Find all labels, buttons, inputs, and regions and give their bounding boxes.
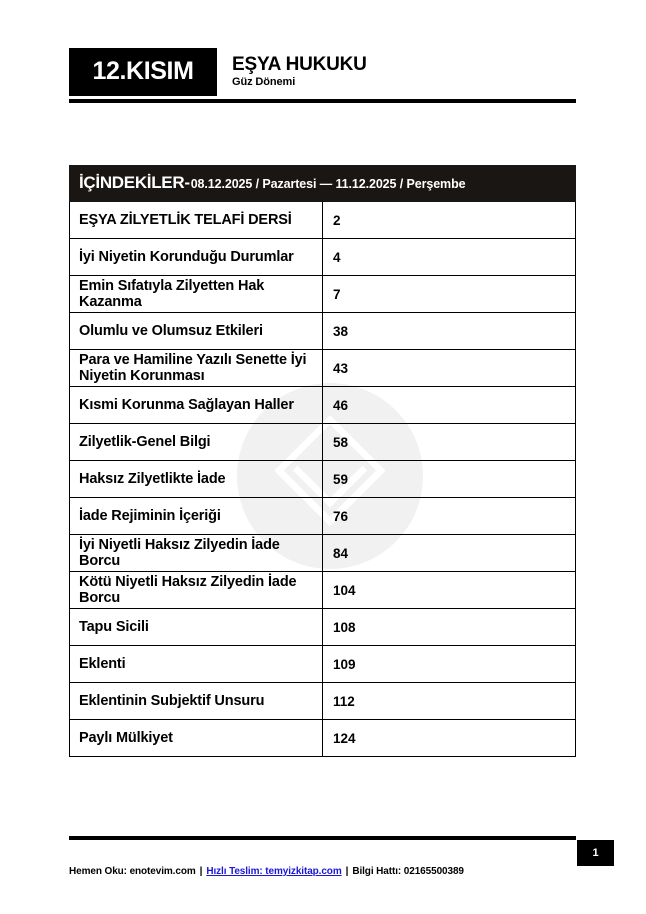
header-divider (69, 99, 576, 103)
table-row[interactable]: Zilyetlik-Genel Bilgi 58 (69, 423, 576, 461)
toc-entry-page: 58 (322, 423, 576, 461)
toc-entry-title: Olumlu ve Olumsuz Etkileri (69, 312, 323, 350)
toc-entry-title: Kötü Niyetli Haksız Zilyedin İade Borcu (69, 571, 323, 609)
table-row[interactable]: Paylı Mülkiyet 124 (69, 719, 576, 757)
table-of-contents: İÇİNDEKİLER-08.12.2025 / Pazartesi — 11.… (69, 165, 576, 757)
toc-entry-title: Kısmi Korunma Sağlayan Haller (69, 386, 323, 424)
toc-entry-page: 43 (322, 349, 576, 387)
toc-entry-title: Haksız Zilyetlikte İade (69, 460, 323, 498)
footer-separator-1: | (199, 866, 203, 877)
table-row[interactable]: İyi Niyetin Korunduğu Durumlar 4 (69, 238, 576, 276)
toc-entry-page: 104 (322, 571, 576, 609)
toc-entry-page: 38 (322, 312, 576, 350)
table-row[interactable]: Haksız Zilyetlikte İade 59 (69, 460, 576, 498)
toc-entry-title: İyi Niyetli Haksız Zilyedin İade Borcu (69, 534, 323, 572)
toc-header-row: İÇİNDEKİLER-08.12.2025 / Pazartesi — 11.… (69, 165, 576, 202)
toc-entry-title: İyi Niyetin Korunduğu Durumlar (69, 238, 323, 276)
footer-contact-line: Hemen Oku: enotevim.com | Hızlı Teslim: te… (69, 866, 589, 877)
table-row[interactable]: Tapu Sicili 108 (69, 608, 576, 646)
toc-entry-page: 2 (322, 201, 576, 239)
footer-separator-2: | (345, 866, 349, 877)
toc-entry-title: Tapu Sicili (69, 608, 323, 646)
footer-divider (69, 836, 576, 840)
toc-heading-label: İÇİNDEKİLER- (79, 173, 190, 192)
page-number-label: 1 (592, 847, 599, 859)
footer-read-now: Hemen Oku: enotevim.com (69, 866, 196, 877)
table-row[interactable]: İade Rejiminin İçeriği 76 (69, 497, 576, 535)
toc-entry-title: EŞYA ZİLYETLİK TELAFİ DERSİ (69, 201, 323, 239)
toc-entry-page: 7 (322, 275, 576, 313)
toc-entry-page: 76 (322, 497, 576, 535)
page-subtitle: Güz Dönemi (232, 76, 296, 89)
toc-entry-page: 46 (322, 386, 576, 424)
toc-entry-page: 109 (322, 645, 576, 683)
toc-entry-title: Eklentinin Subjektif Unsuru (69, 682, 323, 720)
table-row[interactable]: Emin Sıfatıyla Zilyetten Hak Kazanma 7 (69, 275, 576, 313)
toc-entry-title: İade Rejiminin İçeriği (69, 497, 323, 535)
toc-entry-title: Para ve Hamiline Yazılı Senette İyi Niye… (69, 349, 323, 387)
table-row[interactable]: Para ve Hamiline Yazılı Senette İyi Niye… (69, 349, 576, 387)
page-header: 12.KISIM EŞYA HUKUKU Güz Dönemi (69, 48, 576, 96)
part-badge: 12.KISIM (69, 48, 217, 96)
toc-header-cell: İÇİNDEKİLER-08.12.2025 / Pazartesi — 11.… (69, 165, 576, 202)
page-title: EŞYA HUKUKU (232, 54, 367, 76)
toc-entry-title: Emin Sıfatıyla Zilyetten Hak Kazanma (69, 275, 323, 313)
header-title-block: EŞYA HUKUKU Güz Dönemi (217, 48, 576, 96)
toc-entry-page: 124 (322, 719, 576, 757)
toc-entry-title: Zilyetlik-Genel Bilgi (69, 423, 323, 461)
toc-entry-page: 84 (322, 534, 576, 572)
table-row[interactable]: Eklenti 109 (69, 645, 576, 683)
toc-body: EŞYA ZİLYETLİK TELAFİ DERSİ 2 İyi Niyeti… (69, 201, 576, 757)
toc-heading-range: 08.12.2025 / Pazartesi — 11.12.2025 / Pe… (190, 177, 466, 191)
table-row[interactable]: Eklentinin Subjektif Unsuru 112 (69, 682, 576, 720)
toc-entry-page: 112 (322, 682, 576, 720)
toc-entry-page: 4 (322, 238, 576, 276)
footer-fast-delivery-link[interactable]: Hızlı Teslim: temyizkitap.com (206, 866, 342, 877)
table-row[interactable]: İyi Niyetli Haksız Zilyedin İade Borcu 8… (69, 534, 576, 572)
toc-entry-page: 59 (322, 460, 576, 498)
table-row[interactable]: Kötü Niyetli Haksız Zilyedin İade Borcu … (69, 571, 576, 609)
table-row[interactable]: Kısmi Korunma Sağlayan Haller 46 (69, 386, 576, 424)
part-badge-label: 12.KISIM (92, 56, 194, 85)
toc-entry-title: Eklenti (69, 645, 323, 683)
toc-entry-page: 108 (322, 608, 576, 646)
toc-entry-title: Paylı Mülkiyet (69, 719, 323, 757)
footer-info-line: Bilgi Hattı: 02165500389 (352, 866, 464, 877)
table-row[interactable]: Olumlu ve Olumsuz Etkileri 38 (69, 312, 576, 350)
table-row[interactable]: EŞYA ZİLYETLİK TELAFİ DERSİ 2 (69, 201, 576, 239)
page-number-badge: 1 (577, 840, 614, 866)
